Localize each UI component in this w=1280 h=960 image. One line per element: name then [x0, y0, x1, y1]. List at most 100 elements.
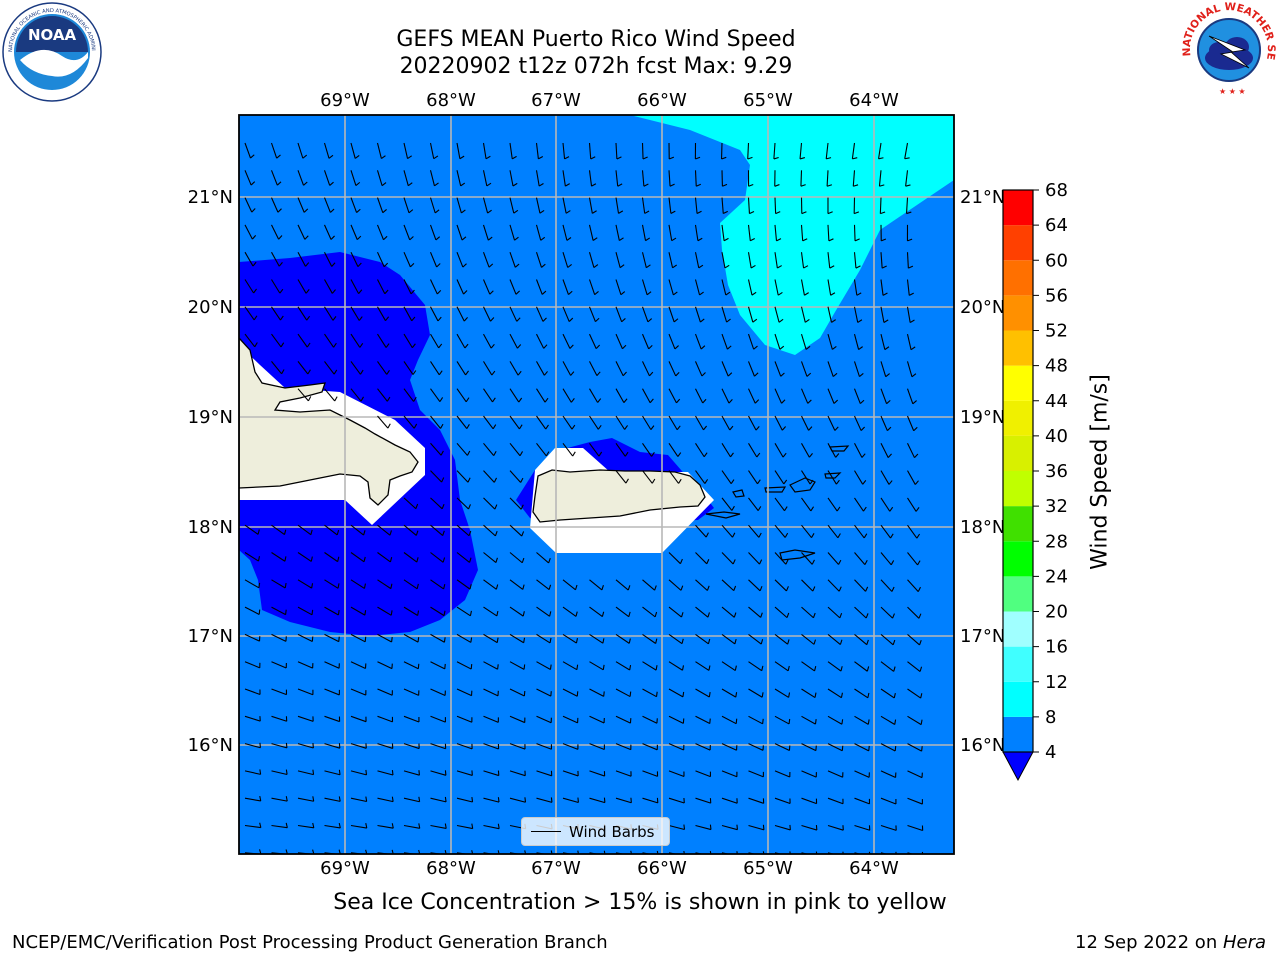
wind-barb [615, 606, 630, 618]
wind-barb-flag [776, 238, 782, 242]
wind-barb-flag [777, 292, 783, 296]
wind-barb-flag [762, 718, 764, 724]
wind-barb-flag [461, 236, 467, 241]
wind-barb-flag [682, 691, 685, 697]
wind-barb-flag [907, 238, 913, 242]
wind-barb [906, 388, 914, 404]
wind-barb [748, 633, 762, 645]
wind-barb-flag [829, 265, 835, 269]
wind-barb [695, 633, 709, 645]
wind-barb-flag [464, 343, 469, 349]
wind-barb-flag [721, 156, 727, 160]
wind-barb [403, 824, 420, 829]
wind-barb [801, 470, 811, 485]
wind-barb-flag [730, 452, 734, 458]
wind-barb-flag [601, 584, 604, 591]
wind-barb [854, 770, 870, 778]
wind-barb [668, 170, 671, 187]
wind-barb [244, 524, 259, 535]
colorbar-tick-label: 68 [1045, 180, 1068, 201]
wind-barb-flag [909, 319, 915, 324]
wind-barb [854, 552, 866, 566]
wind-barb-flag [889, 506, 894, 512]
wind-barb-flag [858, 346, 863, 351]
wind-barb-flag [760, 639, 764, 645]
wind-barb-flag [651, 452, 655, 457]
wind-barb [748, 743, 764, 751]
wind-barb [430, 715, 446, 723]
colorbar-tick-label: 44 [1045, 391, 1068, 412]
wind-barb [430, 661, 446, 670]
wind-barb [880, 443, 889, 458]
wind-barb [430, 306, 439, 322]
wind-barb-flag [914, 480, 919, 485]
wind-barb-flag [391, 823, 394, 829]
wind-barb-flag [357, 262, 362, 267]
wind-barb [271, 579, 286, 589]
wind-barb [271, 715, 287, 722]
wind-barb-flag [411, 343, 416, 349]
wind-barb-flag [624, 451, 629, 457]
wind-barb [562, 743, 579, 750]
wind-barb [747, 252, 752, 269]
wind-barb-flag [651, 478, 656, 484]
wind-barb-flag [337, 583, 340, 589]
wind-barb-flag [518, 397, 523, 403]
wind-barb-flag [494, 504, 498, 510]
wind-barb [562, 142, 566, 159]
wind-barb-flag [435, 236, 441, 241]
wind-barb [377, 279, 386, 294]
wind-barb-flag [866, 666, 870, 672]
wind-barb-flag [466, 424, 470, 429]
wind-barb-flag [444, 849, 447, 854]
wind-barb [536, 552, 550, 564]
wind-barb [721, 633, 736, 645]
wind-barb [324, 251, 333, 267]
wind-barb-flag [391, 770, 394, 776]
wind-barb [244, 661, 260, 669]
wind-barb [880, 824, 897, 831]
wind-barb-flag [904, 157, 910, 160]
wind-barb [853, 415, 862, 431]
wind-barb-flag [495, 584, 499, 590]
wind-barb-flag [259, 795, 262, 802]
wind-barb [270, 197, 279, 213]
wind-barb [483, 552, 497, 564]
wind-barb-flag [757, 506, 762, 511]
wind-barb-flag [779, 345, 785, 350]
wind-barb-flag [856, 292, 862, 296]
wind-barb [377, 552, 391, 563]
wind-barb [271, 224, 280, 240]
wind-barb [297, 524, 312, 536]
wind-barb [535, 252, 543, 268]
wind-barb [801, 633, 815, 645]
wind-barb [907, 743, 922, 752]
wind-barb-flag [834, 426, 839, 431]
wind-barb-flag [390, 610, 393, 616]
island-cayman-like [705, 511, 741, 519]
lat-tick-label: 16°N [960, 735, 1005, 756]
wind-barb [456, 361, 467, 376]
wind-barb [641, 279, 648, 295]
wind-barb-flag [828, 238, 834, 242]
wind-barb-flag [732, 532, 736, 538]
wind-barb [880, 415, 888, 431]
wind-barb-flag [576, 691, 579, 697]
wind-barb-flag [778, 318, 784, 323]
wind-barb [748, 579, 761, 592]
wind-barb [827, 661, 842, 672]
wind-barb [483, 306, 491, 322]
wind-barb [562, 633, 577, 644]
wind-barb [774, 743, 790, 751]
wind-barb [854, 470, 864, 485]
wind-barb [694, 224, 699, 241]
wind-barb [509, 524, 523, 537]
wind-barb-flag [698, 264, 704, 269]
wind-barb-flag [303, 208, 309, 213]
wind-barb-flag [575, 638, 578, 644]
wind-barb [324, 715, 340, 723]
wind-barb-flag [833, 399, 839, 404]
wind-barb [825, 142, 829, 159]
wind-barb-flag [761, 665, 764, 671]
wind-barb-flag [569, 344, 574, 349]
